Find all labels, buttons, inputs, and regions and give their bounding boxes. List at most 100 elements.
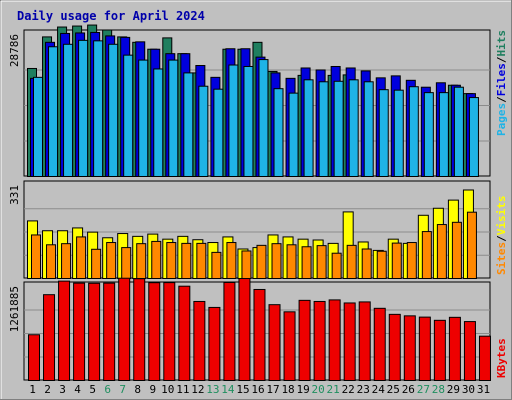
middle-bar-sites-day-26	[406, 242, 417, 279]
top-bar-pages-day-23	[363, 81, 374, 177]
middle-bar-sites-day-22	[346, 244, 357, 279]
middle-bar-sites-day-7	[121, 247, 132, 280]
middle-bar-sites-day-1	[31, 234, 41, 279]
x-label-day-2: 2	[44, 383, 51, 396]
top-bar-pages-day-5	[93, 40, 104, 177]
bottom-bar-kbytes-day-15	[238, 278, 251, 381]
x-label-day-22: 22	[342, 383, 355, 396]
bottom-bar-kbytes-day-19	[298, 299, 311, 381]
bottom-legend: KBytes	[495, 338, 508, 378]
middle-bar-sites-day-10	[166, 242, 177, 279]
x-label-day-23: 23	[357, 383, 370, 396]
x-label-day-31: 31	[477, 383, 490, 396]
middle-bar-sites-day-11	[181, 242, 192, 279]
x-label-day-6: 6	[104, 383, 111, 396]
x-label-day-5: 5	[89, 383, 96, 396]
bottom-bar-kbytes-day-6	[103, 282, 116, 382]
middle-bar-sites-day-17	[271, 243, 282, 280]
top-bar-pages-day-1	[33, 76, 43, 177]
middle-legend: Sites/Visits	[495, 196, 508, 276]
top-bar-pages-day-11	[183, 72, 194, 177]
x-label-day-14: 14	[221, 383, 235, 396]
x-label-day-26: 26	[402, 383, 415, 396]
x-label-day-28: 28	[432, 383, 445, 396]
x-label-day-27: 27	[417, 383, 430, 396]
middle-bar-sites-day-4	[76, 236, 87, 279]
bottom-bar-kbytes-day-7	[118, 277, 131, 381]
x-label-day-17: 17	[266, 383, 279, 396]
bottom-bar-kbytes-day-30	[463, 321, 476, 381]
middle-bar-sites-day-29	[451, 221, 462, 279]
top-bar-pages-day-30	[468, 97, 479, 177]
bottom-bar-kbytes-day-1	[28, 334, 40, 382]
top-panel: 28786	[8, 24, 491, 178]
middle-panel: 331	[8, 180, 491, 280]
x-label-day-20: 20	[312, 383, 325, 396]
middle-bar-sites-day-25	[391, 242, 402, 280]
bottom-max-label: 1261885	[8, 286, 21, 332]
bottom-bar-kbytes-day-10	[163, 282, 176, 381]
top-bar-pages-day-17	[273, 88, 284, 177]
top-bar-pages-day-24	[378, 89, 389, 177]
x-label-day-25: 25	[387, 383, 400, 396]
middle-bar-sites-day-5	[91, 248, 102, 279]
bottom-bar-kbytes-day-3	[58, 280, 71, 381]
bottom-bar-kbytes-day-5	[88, 282, 101, 382]
bottom-bar-kbytes-day-22	[343, 302, 356, 381]
top-bar-pages-day-10	[168, 59, 179, 177]
middle-bar-sites-day-9	[151, 240, 162, 279]
top-bar-pages-day-12	[198, 85, 209, 177]
top-bar-pages-day-19	[303, 79, 314, 177]
middle-max-label: 331	[8, 185, 21, 205]
top-bar-pages-day-14	[228, 64, 239, 177]
x-label-day-9: 9	[149, 383, 156, 396]
top-bar-pages-day-3	[63, 43, 74, 177]
x-axis-day-labels: 1 2 3 4 5 6 7 8 9 10 11 12 13 14 15 16 17 18 19 20 21 22 23 24 2…	[29, 383, 490, 396]
bottom-bar-kbytes-day-20	[313, 300, 326, 381]
middle-bar-sites-day-27	[421, 231, 432, 280]
middle-bar-sites-day-8	[136, 243, 147, 280]
x-label-day-7: 7	[119, 383, 126, 396]
top-bar-pages-day-16	[258, 59, 269, 177]
middle-bar-sites-day-2	[46, 244, 57, 279]
bottom-bar-kbytes-day-12	[193, 300, 206, 381]
top-bar-pages-day-7	[123, 54, 134, 177]
x-label-day-16: 16	[251, 383, 264, 396]
middle-bar-sites-day-6	[106, 242, 117, 279]
bottom-bar-kbytes-day-11	[178, 285, 191, 382]
top-bar-pages-day-26	[408, 86, 419, 177]
top-legend: Pages/Files/Hits	[495, 30, 508, 136]
top-bar-pages-day-21	[333, 80, 344, 177]
middle-bar-sites-day-20	[316, 245, 327, 280]
bottom-bar-kbytes-day-26	[403, 315, 416, 382]
x-label-day-29: 29	[447, 383, 460, 396]
bottom-bar-kbytes-day-17	[268, 304, 281, 381]
middle-bar-sites-day-28	[436, 224, 447, 279]
middle-bar-sites-day-21	[331, 252, 342, 280]
bottom-bar-kbytes-day-28	[433, 319, 446, 381]
x-label-day-21: 21	[327, 383, 340, 396]
bottom-bar-kbytes-day-9	[148, 282, 161, 381]
top-bar-pages-day-13	[213, 88, 224, 177]
x-label-day-15: 15	[236, 383, 249, 396]
bottom-bar-kbytes-day-29	[448, 316, 461, 382]
x-label-day-30: 30	[462, 383, 475, 396]
middle-bar-sites-day-23	[361, 248, 372, 279]
x-label-day-10: 10	[161, 383, 174, 396]
bottom-bar-kbytes-day-25	[388, 313, 401, 382]
top-bar-pages-day-28	[438, 92, 449, 177]
chart-title: Daily usage for April 2024	[17, 9, 205, 23]
top-bar-pages-day-15	[243, 65, 254, 177]
middle-bar-sites-day-24	[376, 250, 387, 280]
bottom-bar-kbytes-day-13	[208, 306, 221, 382]
bottom-bar-kbytes-day-4	[73, 282, 86, 382]
legends: Pages/Files/Hits Sites/Visits KBytes	[495, 30, 508, 378]
bottom-bar-kbytes-day-21	[328, 299, 341, 381]
middle-bar-sites-day-13	[211, 251, 222, 279]
middle-bar-sites-day-3	[61, 243, 72, 280]
x-label-day-13: 13	[206, 383, 219, 396]
middle-bar-sites-day-15	[241, 250, 252, 279]
middle-bar-sites-day-16	[256, 244, 267, 279]
x-label-day-12: 12	[191, 383, 204, 396]
